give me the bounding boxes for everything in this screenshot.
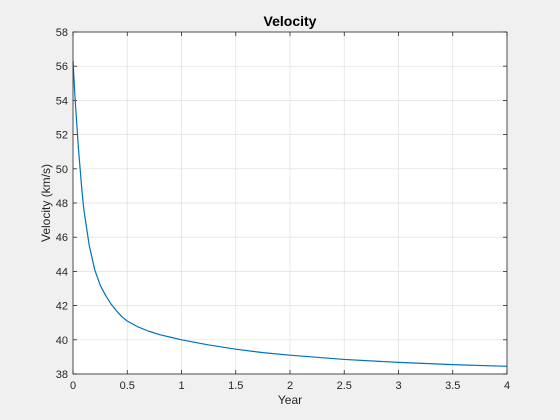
y-axis-label: Velocity (km/s): [39, 164, 53, 242]
y-tick-label: 58: [56, 27, 68, 39]
y-tick-label: 44: [56, 266, 68, 278]
y-tick-label: 38: [56, 369, 68, 381]
y-tick-label: 52: [56, 130, 68, 142]
chart-title: Velocity: [264, 13, 317, 29]
x-axis-ticks: 0 0.5 1 1.5 2 2.5 3 3.5 4: [70, 32, 510, 392]
x-tick-label: 0: [70, 380, 76, 392]
y-tick-label: 46: [56, 232, 68, 244]
y-tick-label: 50: [56, 164, 68, 176]
y-tick-label: 40: [56, 335, 68, 347]
y-axis-ticks: 38 40 42 44 46 48 50 52 54 56 58: [56, 27, 507, 381]
series-group: [72, 61, 508, 367]
y-tick-label: 42: [56, 301, 68, 313]
y-tick-label: 56: [56, 61, 68, 73]
x-tick-label: 2: [287, 380, 293, 392]
plot-frame: [72, 31, 508, 375]
y-tick-label: 54: [56, 95, 68, 107]
x-tick-label: 3: [395, 380, 401, 392]
y-tick-label: 48: [56, 198, 68, 210]
x-axis-label: Year: [278, 393, 302, 407]
x-tick-label: 2.5: [337, 380, 352, 392]
x-tick-label: 0.5: [120, 380, 135, 392]
x-tick-label: 1.5: [228, 380, 243, 392]
x-tick-label: 4: [504, 380, 510, 392]
x-tick-label: 1: [178, 380, 184, 392]
velocity-series-line: [72, 61, 508, 367]
x-tick-label: 3.5: [445, 380, 460, 392]
